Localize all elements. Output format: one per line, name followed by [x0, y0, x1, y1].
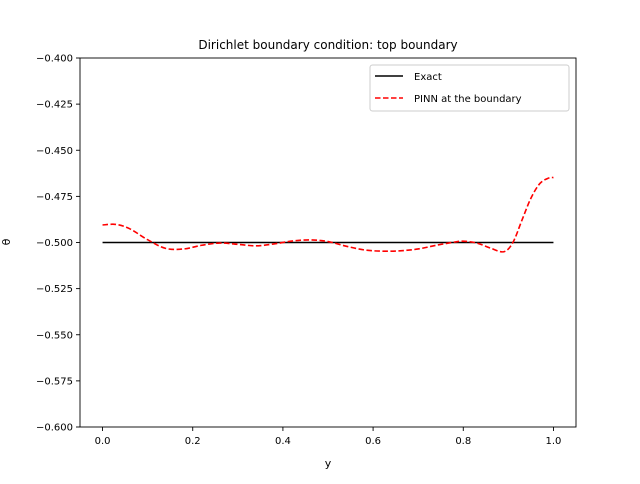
x-tick-label: 0.0 [95, 436, 111, 447]
y-tick-label: −0.575 [36, 376, 73, 387]
legend: Exact PINN at the boundary [369, 64, 570, 112]
y-tick-label: −0.400 [36, 54, 73, 65]
y-tick-label: −0.500 [36, 238, 73, 249]
x-tick-label: 0.4 [275, 436, 291, 447]
y-tick-label: −0.525 [36, 284, 73, 295]
y-tick-label: −0.425 [36, 100, 73, 111]
x-axis-label: y [325, 457, 332, 470]
legend-box [369, 64, 570, 112]
y-tick-label: −0.600 [36, 423, 73, 434]
y-tick-label: −0.450 [36, 146, 73, 157]
x-tick-label: 1.0 [546, 436, 562, 447]
x-tick-label: 0.6 [365, 436, 381, 447]
plot-area [102, 176, 554, 253]
x-tick-label: 0.8 [455, 436, 471, 447]
legend-label-1: PINN at the boundary [414, 94, 522, 105]
chart-title: Dirichlet boundary condition: top bounda… [198, 38, 457, 52]
legend-label-0: Exact [414, 72, 442, 83]
series-line-1 [102, 176, 554, 253]
y-tick-label: −0.475 [36, 192, 73, 203]
x-tick-label: 0.2 [185, 436, 201, 447]
y-tick-label: −0.550 [36, 330, 73, 341]
axes: 0.0 0.2 0.4 0.6 0.8 1.0 −0.400 −0.425 −0.450 −0.4… [36, 54, 577, 447]
y-axis-label: θ [0, 238, 13, 245]
